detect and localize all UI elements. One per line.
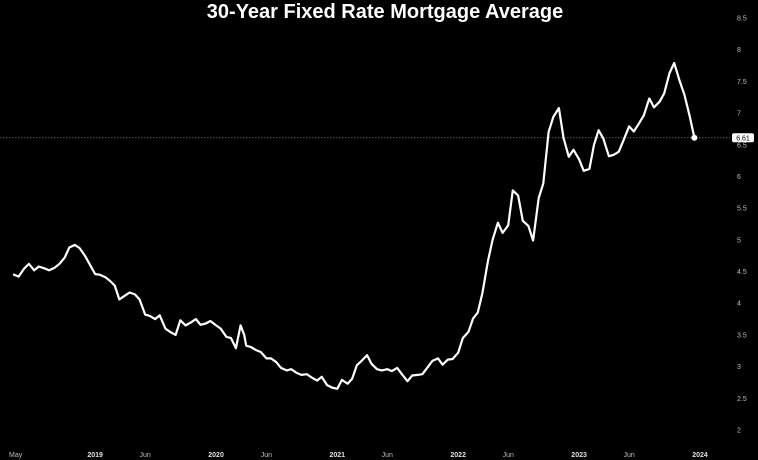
- x-tick-year-label: 2020: [208, 452, 224, 459]
- current-value-badge: [732, 133, 754, 143]
- x-tick-year-label: 2022: [450, 452, 466, 459]
- y-tick-label: 4.5: [737, 269, 747, 276]
- y-tick-label: 7: [737, 111, 741, 118]
- current-value-callout: 6.61: [732, 133, 754, 143]
- x-tick-year-label: 2019: [87, 452, 103, 459]
- x-tick-month-label: Jun: [261, 452, 272, 459]
- x-tick-month-label: Jun: [140, 452, 151, 459]
- y-tick-label: 6.5: [737, 142, 747, 149]
- x-axis-ticks: May 2019 Jun 2020 Jun 2021 Jun 2022 Jun 2023 Jun 20…: [9, 452, 708, 459]
- x-tick-month-label: Jun: [503, 452, 514, 459]
- chart-title: 30-Year Fixed Rate Mortgage Average: [207, 1, 563, 23]
- series-end-point: [691, 134, 698, 141]
- y-tick-label: 2: [737, 428, 741, 435]
- y-tick-label: 7.5: [737, 79, 747, 86]
- x-tick-year-label: 2023: [571, 452, 587, 459]
- y-tick-label: 3.5: [737, 332, 747, 339]
- x-tick-month-label: Jun: [623, 452, 634, 459]
- y-tick-label: 6: [737, 174, 741, 181]
- x-tick-year-label: 2024: [692, 452, 708, 459]
- y-tick-label: 5.5: [737, 206, 747, 213]
- y-tick-label: 8.5: [737, 16, 747, 23]
- x-tick-month-label: May: [9, 452, 23, 459]
- series-line-30yr-fixed: [12, 61, 696, 390]
- y-tick-label: 2.5: [737, 396, 747, 403]
- y-tick-label: 3: [737, 364, 741, 371]
- x-tick-year-label: 2021: [330, 452, 346, 459]
- x-tick-month-label: Jun: [382, 452, 393, 459]
- y-tick-label: 4: [737, 301, 741, 308]
- current-value-label: 6.61: [736, 135, 750, 142]
- y-axis-ticks: 2 2.5 3 3.5 4 4.5 5 5.5 6 6.5 7 7.5 8 8.5: [737, 16, 747, 435]
- y-tick-label: 5: [737, 237, 741, 244]
- y-tick-label: 8: [737, 47, 741, 54]
